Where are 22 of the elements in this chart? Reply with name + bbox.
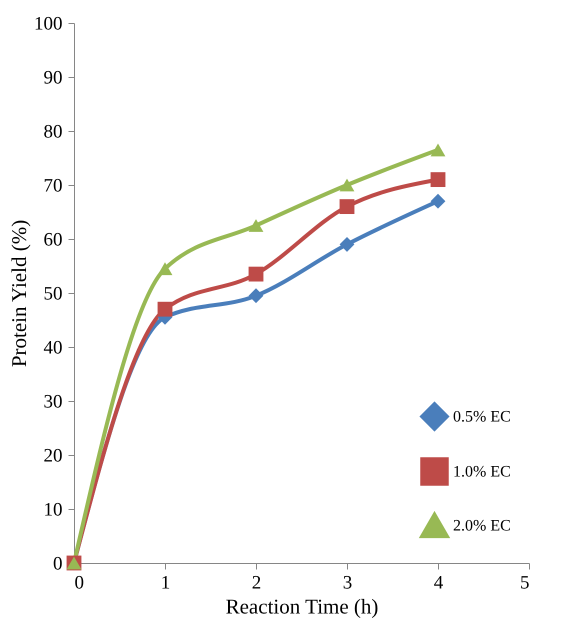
y-tick-label: 80 xyxy=(44,122,62,142)
y-tick-label: 0 xyxy=(53,554,62,574)
legend-label: 1.0% EC xyxy=(453,464,511,480)
y-tick-label: 40 xyxy=(44,338,62,358)
x-tick-label: 2 xyxy=(252,572,262,594)
y-tick-label: 20 xyxy=(44,446,62,466)
x-tick-label: 3 xyxy=(342,572,352,594)
y-tick-label: 30 xyxy=(44,392,62,412)
y-tick-label: 10 xyxy=(44,500,62,520)
y-axis-title: Protein Yield (%) xyxy=(7,220,31,368)
y-tick-label: 90 xyxy=(44,68,62,88)
legend-label: 0.5% EC xyxy=(453,408,511,426)
y-tick-label: 70 xyxy=(44,176,62,196)
x-tick-label: 4 xyxy=(434,572,444,594)
y-tick-label: 50 xyxy=(44,284,62,304)
y-tick-label: 100 xyxy=(34,14,62,34)
legend-label: 2.0% EC xyxy=(453,518,511,534)
x-axis-title: Reaction Time (h) xyxy=(226,594,378,618)
y-tick-label: 60 xyxy=(44,230,62,250)
x-tick-label: 5 xyxy=(520,572,530,594)
x-tick-label: 1 xyxy=(160,572,170,594)
x-tick-label: 0 xyxy=(74,572,84,594)
